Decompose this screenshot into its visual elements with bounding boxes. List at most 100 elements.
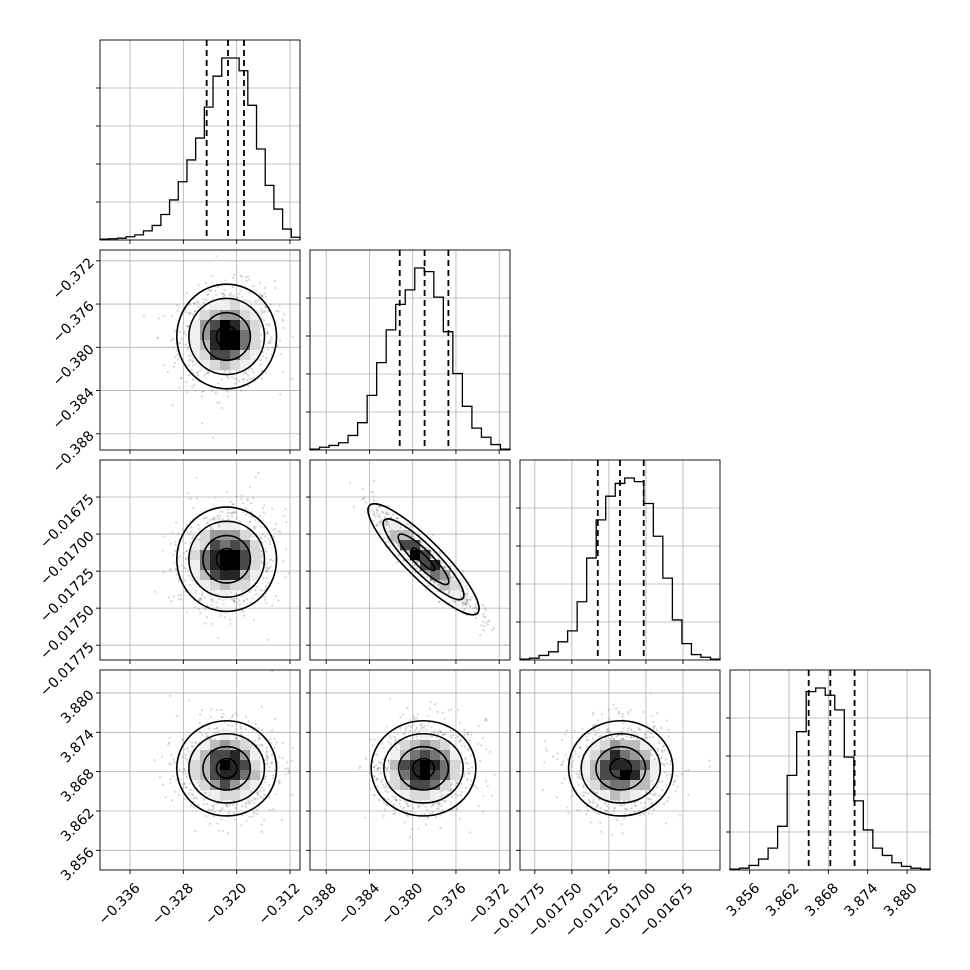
scatter-point (232, 599, 235, 602)
scatter-point (412, 715, 415, 718)
scatter-point (402, 558, 405, 562)
scatter-point (266, 753, 269, 757)
scatter-point (221, 716, 224, 719)
scatter-point (212, 806, 215, 810)
scatter-point (458, 740, 461, 743)
density-cell (190, 320, 201, 331)
scatter-point (363, 816, 367, 819)
scatter-point (411, 532, 414, 536)
density-cell (230, 580, 241, 591)
scatter-point (239, 520, 243, 524)
scatter-point (252, 497, 255, 500)
density-cell (240, 790, 251, 801)
scatter-point (244, 715, 247, 719)
scatter-point (199, 612, 202, 615)
scatter-point (183, 768, 186, 771)
scatter-point (220, 510, 224, 513)
hist-panel-1 (306, 249, 511, 454)
scatter-point (376, 753, 379, 756)
scatter-point (171, 775, 174, 778)
scatter-point (396, 732, 399, 735)
scatter-point (415, 560, 419, 563)
scatter-point (431, 803, 434, 807)
scatter-point (373, 794, 376, 797)
scatter-point (263, 566, 267, 569)
scatter-point (465, 597, 468, 600)
scatter-point (183, 782, 186, 785)
scatter-point (265, 755, 268, 758)
scatter-point (241, 502, 245, 505)
scatter-point (193, 310, 196, 313)
scatter-point (449, 565, 452, 568)
hist-frame-2 (519, 459, 721, 661)
scatter-point (387, 760, 390, 763)
density-cell (240, 350, 251, 361)
scatter-point (451, 576, 454, 579)
density-cell (440, 570, 451, 581)
scatter-point (241, 378, 245, 381)
scatter-point (254, 589, 257, 592)
scatter-point (395, 517, 398, 520)
scatter-point (219, 514, 222, 517)
scatter-point (492, 627, 495, 630)
scatter-point (465, 603, 468, 606)
scatter-point (404, 726, 408, 730)
scatter-point (273, 746, 276, 750)
density-cell (210, 300, 221, 311)
scatter-point (266, 566, 269, 569)
scatter-point (462, 734, 466, 737)
scatter-point (372, 765, 376, 768)
density-cell (200, 350, 211, 361)
density-cell (210, 770, 221, 781)
scatter-point (374, 763, 378, 767)
density-cell (210, 330, 221, 341)
scatter-point (265, 550, 268, 553)
scatter-point (248, 278, 251, 281)
scatter-point (191, 386, 194, 389)
density-cell (210, 540, 221, 551)
scatter-point (177, 306, 180, 309)
contour-1 (188, 520, 266, 598)
scatter-point (249, 377, 252, 381)
scatter-point (183, 768, 186, 771)
scatter-point (248, 802, 251, 805)
scatter-point (475, 608, 478, 611)
scatter-point (202, 607, 205, 610)
scatter-point (233, 599, 236, 602)
scatter-point (277, 530, 280, 533)
scatter-point (387, 759, 390, 762)
scatter-point (180, 337, 183, 340)
scatter-point (221, 807, 224, 810)
scatter-point (468, 605, 471, 608)
scatter-point (485, 719, 488, 722)
scatter-point (202, 798, 206, 802)
scatter-point (265, 570, 269, 573)
scatter-point (260, 561, 263, 564)
scatter-point (265, 576, 268, 579)
scatter-point (194, 310, 197, 313)
scatter-point (393, 735, 396, 739)
scatter-point (587, 738, 590, 741)
scatter-point (389, 743, 393, 746)
density-cell (240, 780, 251, 791)
scatter-point (394, 738, 397, 741)
scatter-point (178, 386, 181, 389)
scatter-point (204, 622, 207, 625)
scatter-point (586, 809, 589, 812)
scatter-point (464, 786, 468, 789)
scatter-point (381, 510, 384, 513)
scatter-point (184, 757, 187, 760)
scatter-point (184, 786, 187, 789)
scatter-point (268, 558, 271, 561)
scatter-point (242, 599, 245, 602)
scatter-point (389, 735, 392, 738)
scatter-point (544, 747, 547, 750)
density-cell (220, 760, 231, 771)
scatter-point (379, 532, 382, 535)
density-cell (410, 750, 421, 761)
scatter-point (188, 363, 191, 367)
scatter-point (185, 311, 188, 314)
scatter-point (175, 349, 179, 352)
scatter-point (161, 783, 165, 786)
